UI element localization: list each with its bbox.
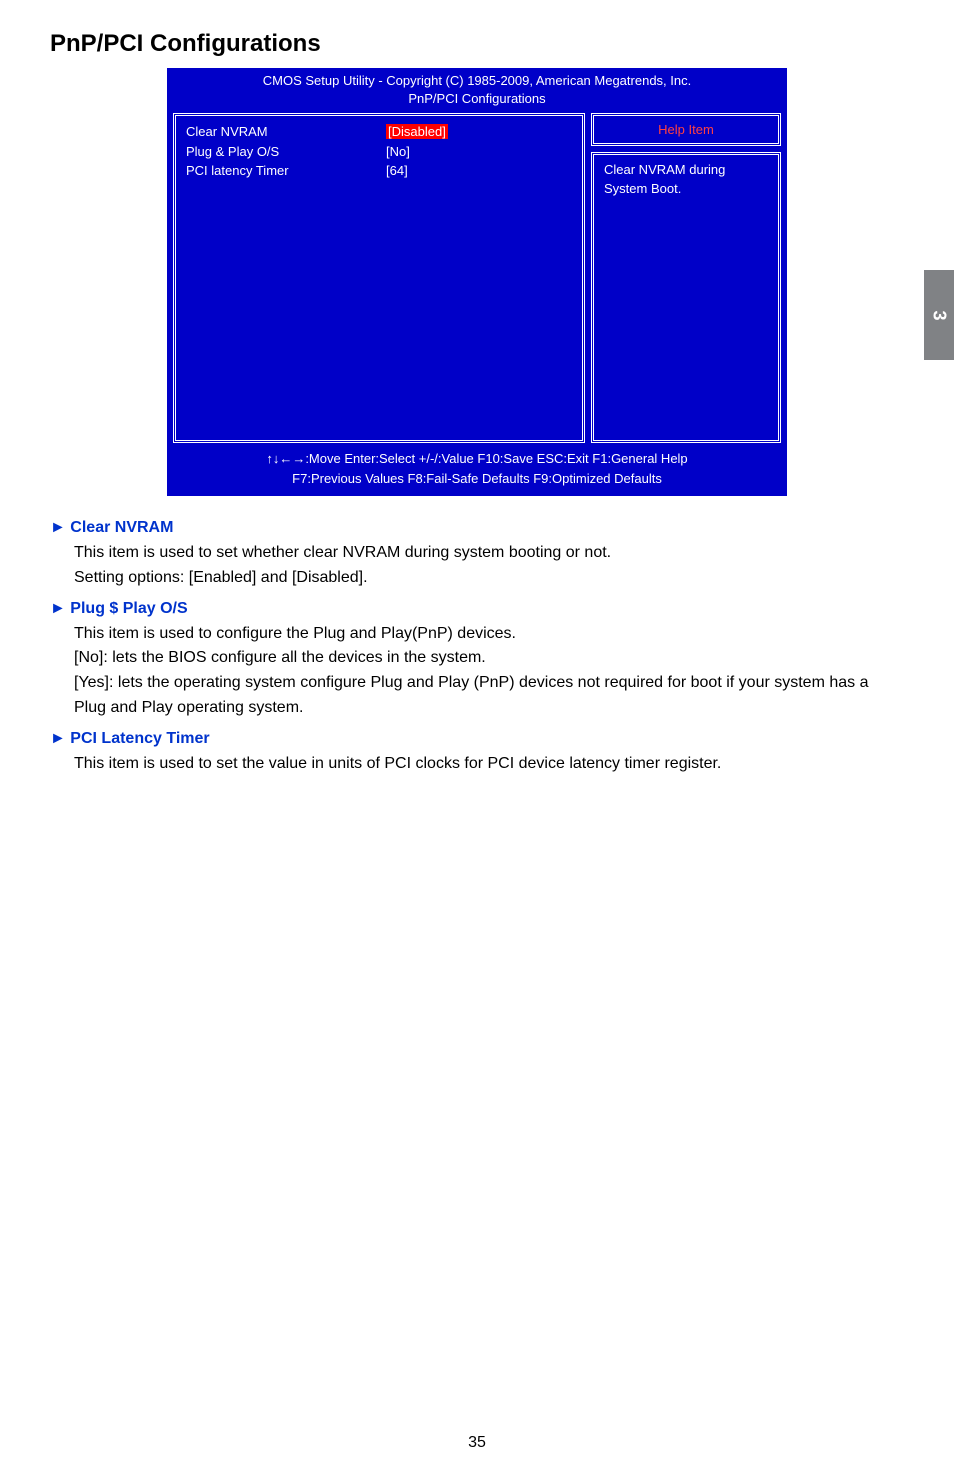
- triangle-icon: ►: [50, 519, 66, 536]
- item-title-text: PCI Latency Timer: [70, 730, 209, 747]
- bios-row[interactable]: Plug & Play O/S [No]: [186, 142, 572, 162]
- triangle-icon: ►: [50, 600, 66, 617]
- bios-body: Clear NVRAM [Disabled] Plug & Play O/S […: [167, 109, 787, 447]
- bios-help-panel: Help Item Clear NVRAM during System Boot…: [591, 113, 781, 443]
- item-line: [Yes]: lets the operating system configu…: [74, 671, 904, 721]
- bios-row-label: PCI latency Timer: [186, 161, 386, 181]
- page-title: PnP/PCI Configurations: [50, 30, 954, 58]
- triangle-icon: ►: [50, 730, 66, 747]
- bios-help-title: Help Item: [591, 113, 781, 146]
- bios-help-text: Clear NVRAM during System Boot.: [591, 152, 781, 443]
- bios-footer-line2: F7:Previous Values F8:Fail-Safe Defaults…: [167, 469, 787, 489]
- bios-header: CMOS Setup Utility - Copyright (C) 1985-…: [167, 68, 787, 109]
- bios-window: CMOS Setup Utility - Copyright (C) 1985-…: [167, 68, 787, 496]
- bios-footer-line1: ↑↓←→:Move Enter:Select +/-/:Value F10:Sa…: [167, 449, 787, 469]
- item-line: [No]: lets the BIOS configure all the de…: [74, 646, 904, 671]
- item-body: This item is used to set the value in un…: [74, 752, 904, 777]
- item-body: This item is used to set whether clear N…: [74, 541, 904, 591]
- content-body: ► Clear NVRAM This item is used to set w…: [50, 516, 904, 776]
- bios-row[interactable]: PCI latency Timer [64]: [186, 161, 572, 181]
- chapter-number: 3: [928, 310, 949, 320]
- item-line: This item is used to set whether clear N…: [74, 541, 904, 566]
- bios-row-value[interactable]: [64]: [386, 161, 572, 181]
- bios-value-highlight: [Disabled]: [386, 124, 448, 139]
- bios-header-line2: PnP/PCI Configurations: [167, 90, 787, 108]
- item-line: Setting options: [Enabled] and [Disabled…: [74, 566, 904, 591]
- bios-row-value[interactable]: [Disabled]: [386, 122, 572, 142]
- item-heading: ► Clear NVRAM: [50, 516, 904, 541]
- item-heading: ► Plug $ Play O/S: [50, 597, 904, 622]
- bios-footer: ↑↓←→:Move Enter:Select +/-/:Value F10:Sa…: [167, 447, 787, 496]
- bios-header-line1: CMOS Setup Utility - Copyright (C) 1985-…: [167, 72, 787, 90]
- page-number: 35: [0, 1434, 954, 1452]
- item-title-text: Clear NVRAM: [70, 519, 173, 536]
- bios-row-label: Plug & Play O/S: [186, 142, 386, 162]
- bios-row-value[interactable]: [No]: [386, 142, 572, 162]
- bios-row-label: Clear NVRAM: [186, 122, 386, 142]
- item-heading: ► PCI Latency Timer: [50, 727, 904, 752]
- item-line: This item is used to configure the Plug …: [74, 622, 904, 647]
- bios-row[interactable]: Clear NVRAM [Disabled]: [186, 122, 572, 142]
- item-line: This item is used to set the value in un…: [74, 752, 904, 777]
- chapter-tab: 3: [924, 270, 954, 360]
- bios-main-panel: Clear NVRAM [Disabled] Plug & Play O/S […: [173, 113, 585, 443]
- item-title-text: Plug $ Play O/S: [70, 600, 187, 617]
- item-body: This item is used to configure the Plug …: [74, 622, 904, 721]
